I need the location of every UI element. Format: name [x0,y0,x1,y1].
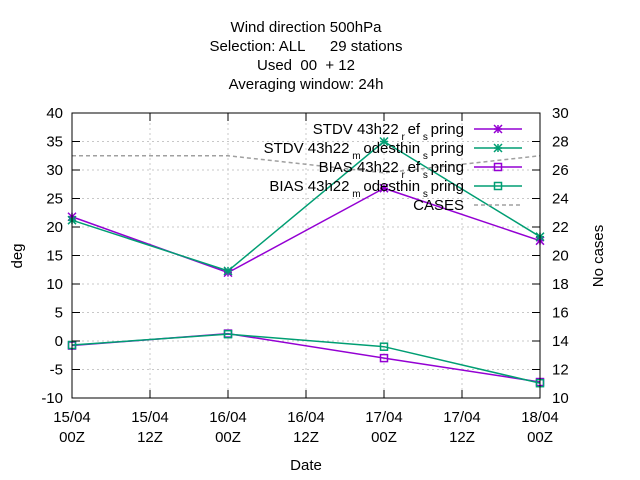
data-point [379,136,389,147]
y-tick-label: 20 [46,219,63,236]
legend-entry-5: CASES [413,197,522,214]
data-point [379,183,389,193]
x-tick-label-hour: 00Z [59,429,85,446]
data-point [223,329,233,339]
y-tick-label: 10 [46,276,63,293]
y2-tick-label: 10 [552,390,569,407]
x-tick-label-hour: 00Z [527,429,553,446]
y2-axis-label: No cases [590,225,607,288]
legend-marker [493,143,503,153]
x-tick-label-hour: 00Z [215,429,241,446]
series-line [71,333,541,384]
y-tick-label: 30 [46,162,63,179]
x-tick-label-date: 15/04 [131,409,169,426]
legend-entry-4: BIAS 43h22 m odesthin s pring [269,178,522,200]
x-tick-label-date: 16/04 [209,409,247,426]
legend-marker [493,124,503,134]
x-axis-label: Date [290,457,322,474]
x-tick-label-date: 16/04 [287,409,325,426]
legend-marker [493,162,503,172]
x-tick-label-date: 17/04 [443,409,481,426]
legend-label: BIAS 43h22 r ef s pring [319,159,464,181]
y-tick-label: 15 [46,248,63,265]
series-line [72,155,541,174]
y2-tick-label: 28 [552,134,569,151]
legend-entry-2: STDV 43h22 m odesthin s pring [264,140,522,162]
x-axis-ticks: 15/04 00Z 15/04 12Z 16/04 00Z 16/04 12Z 17/04 00Z… [53,113,559,446]
x-tick-label-date: 17/04 [365,409,403,426]
y-tick-label: 0 [55,333,63,350]
data-point [223,266,233,276]
x-tick-label-hour: 12Z [137,429,163,446]
x-tick-label-date: 18/04 [521,409,559,426]
y2-axis-ticks: 30 28 26 24 22 20 18 16 14 12 10 [552,105,569,407]
series-5 [72,155,541,174]
y2-tick-label: 26 [552,162,569,179]
y2-tick-label: 14 [552,333,569,350]
y-tick-label: 35 [46,134,63,151]
data-point [379,342,389,351]
y2-tick-label: 22 [552,219,569,236]
y2-tick-label: 20 [552,248,569,265]
title-line-1: Wind direction 500hPa [231,19,383,36]
x-tick-label-date: 15/04 [53,409,91,426]
series-line [71,187,541,274]
y-tick-label: -10 [41,390,63,407]
legend-label: BIAS 43h22 m odesthin s pring [269,178,464,200]
y2-tick-label: 12 [552,362,569,379]
y-axis-ticks: 40 35 30 25 20 15 10 5 0 -5 -10 [41,105,540,407]
x-tick-label-hour: 12Z [449,429,475,446]
legend-label: CASES [413,197,464,214]
y-axis-label: deg [9,243,26,268]
y-tick-label: 5 [55,305,63,322]
legend-label: STDV 43h22 r ef s pring [313,121,464,143]
series-line [71,140,541,272]
y-tick-label: -5 [50,362,63,379]
x-tick-label-hour: 12Z [293,429,319,446]
legend-entry-1: STDV 43h22 r ef s pring [313,121,522,143]
legend-label: STDV 43h22 m odesthin s pring [264,140,464,162]
title-line-4: Averaging window: 24h [229,76,384,93]
data-point [379,353,389,363]
title-line-3: Used 00 + 12 [257,57,355,74]
x-tick-label-hour: 00Z [371,429,397,446]
y2-tick-label: 30 [552,105,569,122]
legend-entry-3: BIAS 43h22 r ef s pring [319,159,522,181]
y-tick-label: 40 [46,105,63,122]
y2-tick-label: 18 [552,276,569,293]
y2-tick-label: 16 [552,305,569,322]
legend-marker [493,181,503,191]
y-tick-label: 25 [46,191,63,208]
chart-title: Wind direction 500hPa Selection: ALL 29 s… [210,19,403,93]
title-line-2: Selection: ALL 29 stations [210,38,403,55]
y2-tick-label: 24 [552,191,569,208]
